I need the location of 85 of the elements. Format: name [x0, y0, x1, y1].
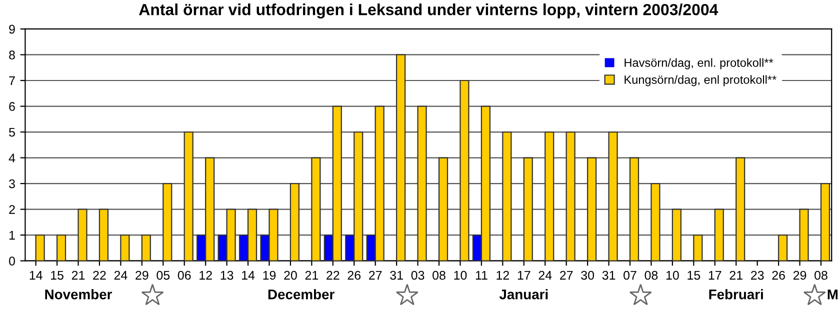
- y-tick-label: 8: [9, 50, 15, 60]
- x-tick-label: 11: [476, 271, 488, 280]
- bar: [311, 157, 321, 261]
- x-tick-label: 08: [814, 270, 828, 280]
- bar: [544, 131, 554, 261]
- x-tick-label: 17: [518, 271, 530, 280]
- x-tick-label: 26: [348, 270, 361, 280]
- x-tick-label: 31: [390, 270, 403, 280]
- x-tick-label: 08: [644, 270, 658, 280]
- y-tick-label: 1: [9, 230, 15, 240]
- text: Februari: [709, 289, 763, 300]
- bar: [566, 131, 576, 261]
- x-tick-label: 19: [263, 270, 276, 280]
- y-tick-label: 0: [9, 256, 15, 266]
- bar: [629, 157, 640, 261]
- y-tick-label: 3: [9, 179, 15, 188]
- y-tick-label: 2: [9, 205, 15, 214]
- x-tick-label: 27: [369, 270, 382, 280]
- x-tick-label: 06: [178, 270, 191, 280]
- x-tick-label: 20: [284, 270, 297, 280]
- text: December: [268, 289, 334, 300]
- text: November: [45, 289, 112, 300]
- x-tick-label: 05: [156, 270, 170, 280]
- x-tick-label: 14: [30, 271, 42, 280]
- x-tick-label: 30: [581, 270, 594, 280]
- x-tick-label: 21: [72, 270, 85, 280]
- bar: [714, 208, 724, 261]
- bar: [120, 234, 130, 261]
- text: Januari: [499, 289, 548, 300]
- bar: [162, 182, 172, 261]
- bar: [290, 182, 300, 261]
- x-tick-label: 24: [538, 270, 552, 280]
- bar: [184, 131, 194, 261]
- y-tick-label: 5: [9, 128, 15, 137]
- bar: [502, 131, 512, 261]
- legend-label: Havsörn/dag, enl. protokoll**: [624, 58, 774, 70]
- x-tick-label: 12: [496, 270, 509, 280]
- x-tick-label: 12: [200, 270, 212, 280]
- x-tick-label: 10: [454, 270, 467, 280]
- x-tick-label: 08: [432, 270, 446, 280]
- x-tick-label: 24: [114, 270, 128, 280]
- bar: [778, 234, 788, 261]
- bar: [35, 234, 45, 261]
- x-tick-label: 07: [624, 270, 636, 280]
- x-tick-label: 15: [688, 271, 700, 280]
- bar: [141, 234, 151, 261]
- x-tick-label: 29: [793, 270, 806, 280]
- bar: [417, 106, 427, 261]
- x-tick-label: 29: [136, 270, 148, 280]
- bar: [438, 157, 448, 261]
- y-tick-label: 4: [8, 154, 16, 162]
- x-tick-label: 22: [326, 270, 340, 280]
- y-tick-label: 9: [9, 24, 15, 34]
- bar: [672, 208, 682, 261]
- bar: [608, 131, 618, 261]
- bar: [56, 234, 66, 261]
- bar: [396, 54, 406, 261]
- bar: [78, 208, 88, 261]
- legend-label: Kungsörn/dag, enl protokoll**: [624, 75, 776, 86]
- bar: [799, 208, 809, 261]
- x-tick-label: 22: [93, 270, 106, 280]
- y-tick-label: 6: [9, 102, 15, 111]
- bar: [650, 182, 660, 261]
- chart-title: Antal örnar vid utfodringen i Leksand under vinterns lopp, vintern 2003/2004: [139, 4, 718, 18]
- bar: [587, 157, 597, 261]
- bar: [523, 157, 533, 261]
- x-tick-label: 21: [305, 270, 318, 280]
- x-tick-label: 27: [560, 270, 573, 280]
- bar: [736, 157, 746, 261]
- x-tick-label: 14: [242, 271, 255, 280]
- x-tick-label: 15: [51, 271, 64, 280]
- x-tick-label: 31: [602, 270, 616, 280]
- x-tick-label: 03: [411, 270, 424, 280]
- x-tick-label: 10: [666, 270, 679, 280]
- bar: [820, 182, 830, 261]
- x-tick-label: 23: [751, 270, 764, 280]
- y-tick-label: 7: [9, 76, 15, 86]
- x-tick-label: 17: [708, 271, 722, 280]
- x-tick-label: 21: [730, 270, 742, 280]
- text: M: [828, 290, 838, 300]
- x-tick-label: 26: [772, 270, 785, 280]
- bar: [460, 80, 470, 261]
- bar: [693, 234, 703, 261]
- x-tick-label: 13: [220, 270, 234, 280]
- bar: [98, 208, 109, 261]
